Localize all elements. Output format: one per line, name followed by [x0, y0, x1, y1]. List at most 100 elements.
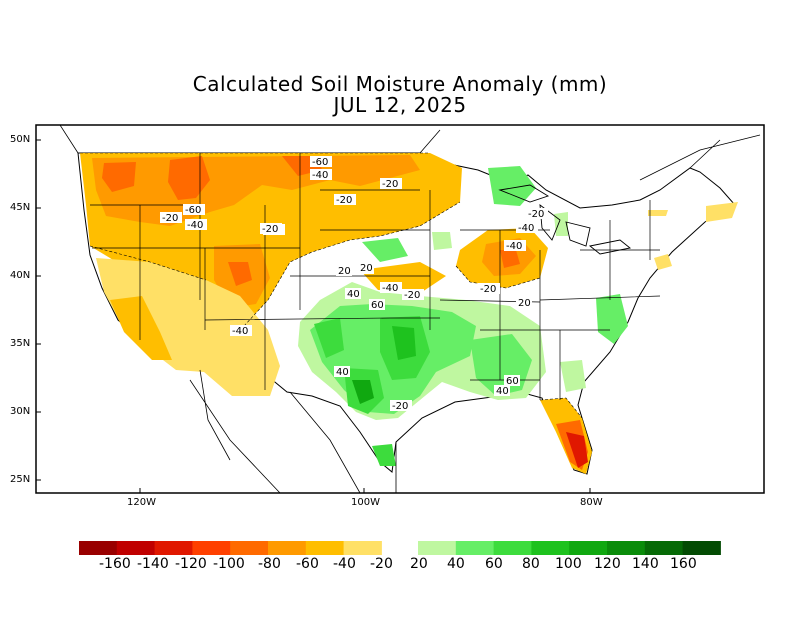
dry-field-nj [654, 254, 672, 270]
contour-label: -40 [185, 219, 207, 231]
dry-field-northeast [648, 202, 738, 222]
lat-label: 30N [10, 406, 31, 417]
lon-label: 80W [580, 497, 603, 508]
great-lakes [498, 184, 632, 255]
lat-label: 35N [10, 338, 31, 349]
svg-text:-20: -20 [528, 209, 544, 220]
wet-field-texas-core [352, 380, 374, 404]
dry-field-oregon [102, 162, 136, 192]
colorbar-swatch [305, 541, 345, 555]
dry-field-southwest [96, 258, 280, 396]
contour-label: -40 [310, 169, 332, 181]
neighbor-outlines [59, 125, 761, 493]
colorbar-label: 140 [632, 556, 659, 572]
colorbar-swatch [644, 541, 684, 555]
dry-field-utah-core [228, 262, 252, 286]
colorbar-swatch [268, 541, 307, 555]
svg-text:-20: -20 [392, 401, 408, 412]
contour-label: -40 [230, 325, 252, 337]
colorbar-wet [418, 541, 721, 555]
colorbar-label: 80 [522, 556, 540, 572]
svg-text:-20: -20 [336, 195, 352, 206]
contour-label: 60 [369, 299, 385, 311]
colorbar-swatch [418, 541, 457, 555]
wet-field-michigan [554, 212, 568, 236]
contour-label: 20 [358, 262, 374, 274]
svg-text:-40: -40 [518, 223, 534, 234]
map-fields [59, 125, 761, 493]
svg-text:-40: -40 [232, 326, 248, 337]
svg-text:60: 60 [371, 300, 384, 311]
contour-label: -40 [516, 222, 538, 234]
svg-text:-20: -20 [382, 179, 398, 190]
wet-field-georgia [560, 360, 586, 392]
svg-text:40: 40 [336, 367, 349, 378]
colorbar-swatch [343, 541, 382, 555]
contour-label: -20 [334, 194, 356, 206]
lat-label: 40N [10, 270, 31, 281]
contour-label: -20 [380, 178, 402, 190]
contour-label: 60 [504, 375, 520, 387]
colorbar-swatch [493, 541, 532, 555]
contour-label: -60 [310, 156, 332, 168]
wet-field-carolina [596, 294, 628, 344]
colorbar-label: 100 [555, 556, 582, 572]
colorbar-label: -40 [333, 556, 356, 572]
contour-label: -60 [183, 204, 205, 216]
map-date: JUL 12, 2025 [333, 93, 467, 117]
colorbar-swatch [682, 541, 721, 555]
colorbar-swatch [116, 541, 156, 555]
wet-field-oklahoma-core [392, 326, 416, 360]
svg-text:40: 40 [496, 386, 509, 397]
svg-text:-40: -40 [382, 283, 398, 294]
svg-text:-20: -20 [404, 290, 420, 301]
colorbar-label: 160 [670, 556, 697, 572]
wet-field-minnesota [488, 166, 536, 206]
contour-label: -20 [478, 283, 500, 295]
map-frame [35, 124, 765, 494]
colorbar-label: -120 [175, 556, 207, 572]
svg-text:-60: -60 [312, 157, 328, 168]
svg-text:-40: -40 [312, 170, 328, 181]
colorbar-swatch [607, 541, 646, 555]
dry-field-california [110, 296, 172, 360]
dry-field-midwest-inner [500, 250, 520, 268]
colorbar-label: -140 [137, 556, 169, 572]
map-title: Calculated Soil Moisture Anomaly (mm) [192, 72, 608, 96]
dry-field-florida-peak [566, 432, 588, 468]
svg-text:20: 20 [338, 266, 351, 277]
colorbar-label: -60 [296, 556, 319, 572]
contour-label: -20 [526, 208, 548, 220]
lat-label: 45N [10, 202, 31, 213]
contour-label: 20 [336, 265, 352, 277]
contour-label: -20 [402, 289, 424, 301]
svg-text:40: 40 [347, 289, 360, 300]
colorbar-label: -20 [370, 556, 393, 572]
contour-label: 40 [334, 366, 350, 378]
contour-label-group: -60 -40 -20 -60 -40 -20 -20 -20 -40 -20 … [160, 156, 548, 412]
colorbar-swatch [79, 541, 118, 555]
svg-text:-20: -20 [480, 284, 496, 295]
contour-label: 20 [516, 297, 532, 309]
lat-label: 25N [10, 474, 31, 485]
contour-label: -20 [390, 400, 412, 412]
svg-text:-40: -40 [506, 241, 522, 252]
lat-label: 50N [10, 134, 31, 145]
lon-label: 120W [127, 497, 156, 508]
colorbar-swatch [154, 541, 193, 555]
wet-field-iowa [432, 232, 452, 250]
svg-text:60: 60 [506, 376, 519, 387]
contour-label: -40 [380, 282, 402, 294]
contour-label: 40 [494, 385, 510, 397]
colorbar-label: 60 [485, 556, 503, 572]
colorbar-label: -100 [213, 556, 245, 572]
colorbar-label: -160 [99, 556, 131, 572]
colorbar-dry [79, 541, 382, 555]
colorbar-label: -80 [258, 556, 281, 572]
svg-text:-20: -20 [162, 213, 178, 224]
colorbar-label: 40 [447, 556, 465, 572]
axis-ticks [36, 139, 591, 493]
svg-text:-20: -20 [262, 224, 278, 235]
contour-label: -40 [504, 240, 526, 252]
